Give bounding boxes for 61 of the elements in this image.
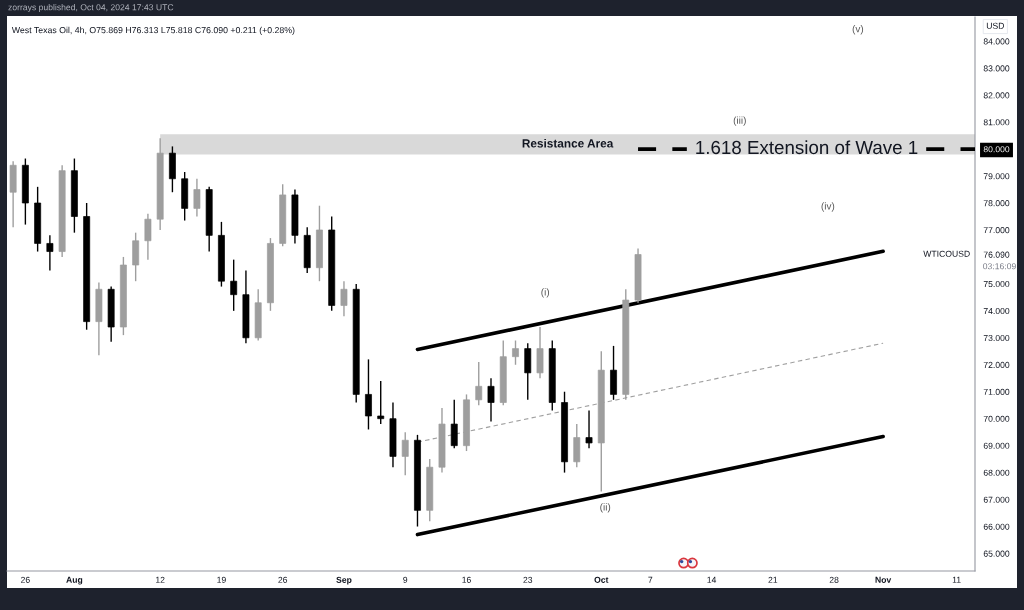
- x-tick-label: Sep: [336, 576, 352, 585]
- y-tick-label: 78.000: [983, 200, 1010, 207]
- candlestick: [377, 380, 385, 425]
- y-tick-label: 73.000: [983, 334, 1010, 342]
- band-label: Resistance Area: [522, 138, 614, 148]
- x-tick-label: Oct: [594, 576, 609, 583]
- candlestick: [230, 258, 238, 312]
- y-tick-label: 81.000: [983, 119, 1010, 126]
- y-tick-label: 65.000: [983, 550, 1010, 557]
- candlestick: [193, 178, 201, 218]
- candlestick: [46, 234, 54, 272]
- y-tick-label: 80.000: [983, 146, 1010, 153]
- y-tick-label: 71.000: [983, 388, 1010, 395]
- x-tick-label: Nov: [875, 576, 892, 583]
- x-tick-label: 19: [217, 576, 226, 583]
- candlestick: [144, 213, 152, 261]
- annotation: WTICOUSD: [923, 250, 970, 257]
- y-tick-label: 70.000: [983, 415, 1010, 422]
- x-tick-label: 21: [768, 576, 778, 583]
- annotation: (ii): [600, 503, 611, 513]
- y-tick-label: 84.000: [983, 38, 1010, 45]
- x-tick-label: 12: [156, 576, 165, 583]
- y-tick-label: 68.000: [983, 469, 1010, 476]
- x-tick-label: 26: [278, 576, 288, 583]
- candlestick: [450, 399, 458, 450]
- x-tick-label: 16: [462, 576, 471, 583]
- y-tick-label: 79.000: [983, 173, 1010, 180]
- candlestick: [512, 339, 519, 366]
- y-tick-label: 69.000: [983, 442, 1010, 449]
- x-tick-label: 23: [523, 576, 533, 583]
- x-tick-label: Aug: [66, 576, 83, 585]
- annotation: (i): [541, 288, 550, 298]
- y-tick-label: 83.000: [983, 65, 1010, 72]
- x-tick-label: 28: [829, 576, 839, 583]
- x-tick-label: 7: [648, 576, 653, 583]
- text: zorrays published, Oct 04, 2024 17:43 UTC: [8, 3, 174, 13]
- candlestick: [365, 358, 372, 431]
- y-axis-title: USD: [986, 22, 1005, 29]
- text: West Texas Oil, 4h, O75.869 H76.313 L75.818 C76.090 +0.211 (+0.28%): [11, 26, 295, 35]
- candlestick: [585, 409, 593, 450]
- y-tick-label: 77.000: [983, 227, 1010, 234]
- y-tick-label: 76.090: [983, 251, 1010, 258]
- x-tick-label: 14: [707, 576, 717, 583]
- candlestick: [475, 361, 483, 406]
- y-tick-label: 67.000: [983, 496, 1010, 503]
- annotation: (v): [852, 25, 864, 35]
- annotation: (iii): [733, 116, 746, 126]
- x-tick-label: 11: [952, 576, 961, 583]
- text: 03:16:09: [983, 263, 1016, 270]
- ref-line-label: 1.618 Extension of Wave 1: [696, 140, 918, 155]
- y-tick-label: 74.000: [983, 307, 1010, 315]
- y-tick-label: 75.000: [983, 281, 1010, 288]
- candlestick: [340, 280, 348, 317]
- y-tick-label: 82.000: [983, 92, 1010, 99]
- y-tick-label: 66.000: [983, 523, 1010, 530]
- candlestick: [487, 377, 495, 423]
- candlestick: [401, 431, 409, 476]
- y-tick-label: 72.000: [983, 361, 1010, 368]
- annotation: (iv): [821, 202, 835, 212]
- x-tick-label: 26: [21, 576, 30, 583]
- x-tick-label: 9: [403, 576, 408, 583]
